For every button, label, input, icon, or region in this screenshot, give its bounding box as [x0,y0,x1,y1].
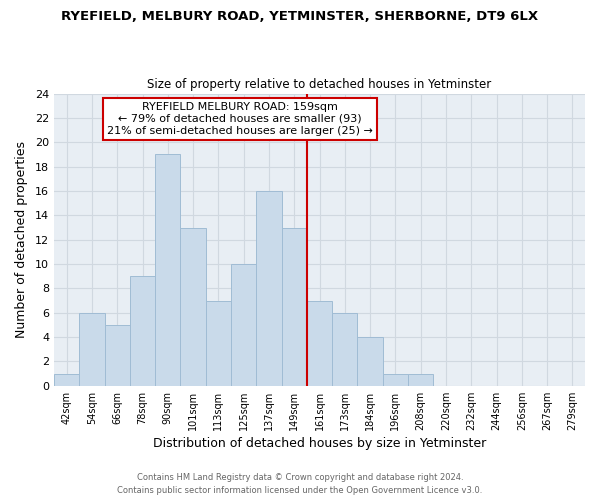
Bar [155,154,181,386]
Bar [383,374,408,386]
Bar [104,325,130,386]
X-axis label: Distribution of detached houses by size in Yetminster: Distribution of detached houses by size … [153,437,486,450]
Bar [307,300,332,386]
Bar [358,337,383,386]
Bar [181,228,206,386]
Title: Size of property relative to detached houses in Yetminster: Size of property relative to detached ho… [148,78,491,91]
Y-axis label: Number of detached properties: Number of detached properties [15,141,28,338]
Bar [332,313,358,386]
Bar [281,228,307,386]
Bar [206,300,231,386]
Text: RYEFIELD, MELBURY ROAD, YETMINSTER, SHERBORNE, DT9 6LX: RYEFIELD, MELBURY ROAD, YETMINSTER, SHER… [61,10,539,23]
Bar [231,264,256,386]
Bar [256,191,281,386]
Bar [79,313,104,386]
Bar [54,374,79,386]
Text: RYEFIELD MELBURY ROAD: 159sqm
← 79% of detached houses are smaller (93)
21% of s: RYEFIELD MELBURY ROAD: 159sqm ← 79% of d… [107,102,373,136]
Bar [408,374,433,386]
Bar [130,276,155,386]
Text: Contains HM Land Registry data © Crown copyright and database right 2024.
Contai: Contains HM Land Registry data © Crown c… [118,474,482,495]
